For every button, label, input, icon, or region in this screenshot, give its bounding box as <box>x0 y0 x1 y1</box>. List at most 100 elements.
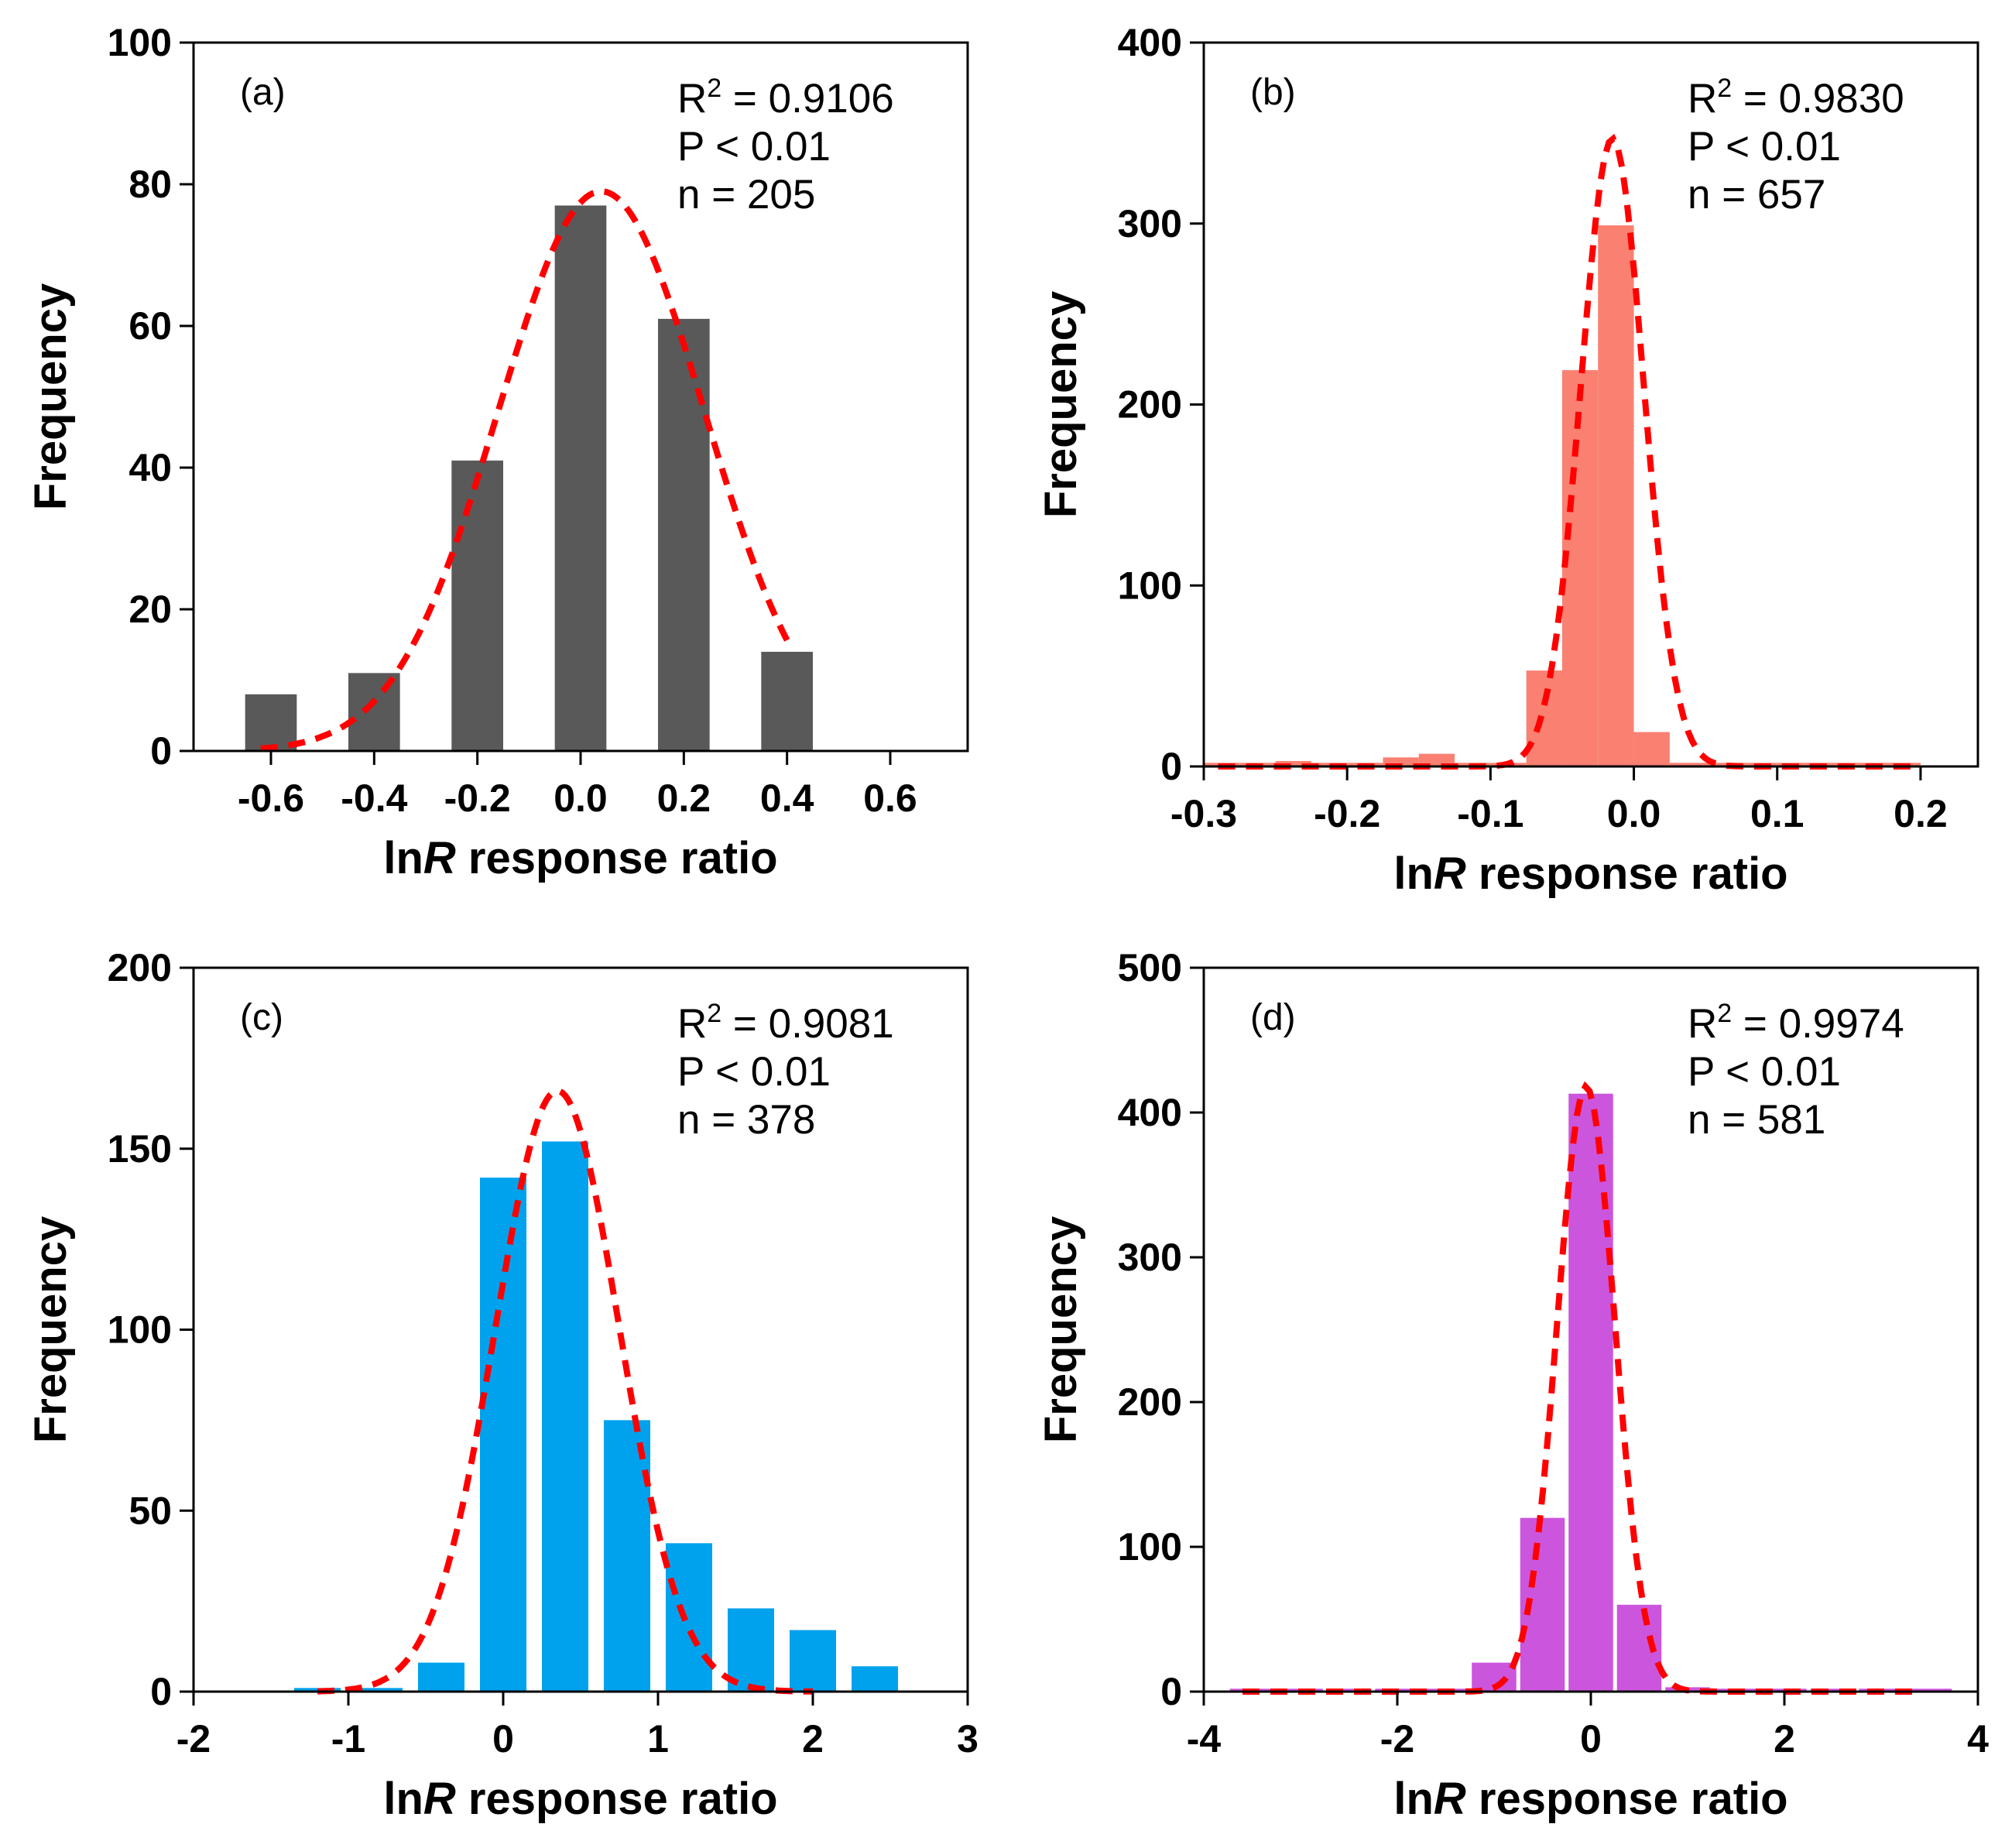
x-tick-label-c-4: 2 <box>802 1717 824 1761</box>
y-tick-label-d-2: 200 <box>1118 1380 1182 1424</box>
sample-size-b: n = 657 <box>1688 172 1825 218</box>
y-tick-label-c-2: 100 <box>108 1308 172 1352</box>
x-axis-title-d: lnR response ratio <box>1393 1774 1787 1824</box>
bar-a-1 <box>348 673 400 751</box>
bar-b-13 <box>1669 763 1706 766</box>
x-axis-title-suffix: response ratio <box>1466 1774 1788 1824</box>
bar-d-7 <box>1568 1093 1613 1692</box>
r-squared-value: = 0.9830 <box>1732 76 1904 122</box>
x-tick-label-c-0: -2 <box>177 1717 211 1761</box>
x-tick-label-d-4: 4 <box>1967 1717 1989 1761</box>
sample-size-a: n = 205 <box>677 172 815 218</box>
y-tick-label-d-4: 400 <box>1118 1091 1182 1134</box>
bar-b-9 <box>1526 670 1562 766</box>
r-squared-value: = 0.9974 <box>1732 1001 1904 1047</box>
bar-a-2 <box>451 460 503 751</box>
y-tick-label-a-1: 20 <box>129 588 172 631</box>
bar-c-9 <box>852 1666 898 1692</box>
x-tick-label-b-4: 0.1 <box>1750 792 1804 835</box>
panel-a: 0 20 40 60 80 100 -0.6 -0.4 -0.2 0.0 0.2 0.4 0.6 lnR … <box>26 21 969 883</box>
r-squared-symbol: R <box>1688 1001 1717 1047</box>
fit-curve-c <box>317 1088 813 1695</box>
bar-c-4 <box>542 1141 588 1692</box>
r-squared-symbol: R <box>677 76 707 122</box>
p-value-d: P < 0.01 <box>1688 1049 1841 1095</box>
panel-label-a: (a) <box>240 72 286 113</box>
bar-d-2 <box>1326 1689 1372 1692</box>
bar-a-0 <box>245 694 297 751</box>
r-squared-superscript: 2 <box>707 74 721 103</box>
bar-b-14 <box>1705 763 1742 766</box>
x-axis-title-b: lnR response ratio <box>1393 849 1787 899</box>
x-axis-title-c: lnR response ratio <box>383 1774 777 1824</box>
y-tick-label-a-5: 100 <box>108 21 172 64</box>
y-tick-label-d-1: 100 <box>1118 1525 1182 1569</box>
y-tick-label-b-2: 200 <box>1118 383 1182 427</box>
x-tick-label-b-0: -0.3 <box>1170 792 1237 835</box>
y-tick-label-d-5: 500 <box>1118 946 1182 989</box>
bar-c-8 <box>790 1630 836 1692</box>
x-tick-label-a-6: 0.6 <box>863 777 917 820</box>
r-squared-c: R2 = 0.9081 <box>677 999 894 1047</box>
x-tick-label-a-0: -0.6 <box>238 777 304 820</box>
x-tick-label-d-3: 2 <box>1774 1717 1795 1761</box>
x-tick-label-a-1: -0.4 <box>341 777 407 820</box>
x-tick-label-b-2: -0.1 <box>1457 792 1523 835</box>
y-tick-label-a-2: 40 <box>129 446 172 489</box>
y-tick-label-c-4: 200 <box>108 946 172 989</box>
bar-b-12 <box>1633 732 1670 766</box>
x-axis-title-prefix: ln <box>383 1774 423 1824</box>
p-value-b: P < 0.01 <box>1688 124 1841 170</box>
r-squared-a: R2 = 0.9106 <box>677 74 894 122</box>
r-squared-symbol: R <box>1688 76 1717 122</box>
y-tick-label-b-0: 0 <box>1160 745 1182 788</box>
bar-a-4 <box>658 318 710 752</box>
x-tick-label-a-4: 0.2 <box>657 777 711 820</box>
r-squared-d: R2 = 0.9974 <box>1688 999 1904 1047</box>
r-squared-value: = 0.9106 <box>721 76 894 122</box>
r-squared-b: R2 = 0.9830 <box>1688 74 1904 122</box>
bar-c-6 <box>666 1543 712 1692</box>
panel-label-c: (c) <box>240 997 283 1038</box>
x-axis-title-prefix: ln <box>1393 1774 1434 1824</box>
p-value-a: P < 0.01 <box>677 124 831 170</box>
x-tick-label-c-5: 3 <box>957 1717 979 1761</box>
x-axis-title-suffix: response ratio <box>456 833 778 883</box>
r-squared-superscript: 2 <box>1717 74 1732 103</box>
x-axis-title-suffix: response ratio <box>456 1774 778 1824</box>
y-tick-label-d-0: 0 <box>1160 1670 1182 1713</box>
bar-c-5 <box>604 1420 650 1692</box>
r-squared-superscript: 2 <box>1717 999 1732 1028</box>
bar-b-11 <box>1598 225 1634 766</box>
y-tick-label-b-1: 100 <box>1118 564 1182 607</box>
y-axis-title-b: Frequency <box>1036 291 1086 518</box>
x-tick-label-b-3: 0.0 <box>1607 792 1661 835</box>
r-squared-superscript: 2 <box>707 999 721 1028</box>
x-tick-label-d-0: -4 <box>1187 1717 1222 1761</box>
x-tick-label-b-5: 0.2 <box>1894 792 1948 835</box>
y-tick-label-a-4: 80 <box>129 163 172 206</box>
bar-c-2 <box>418 1662 464 1692</box>
x-axis-title-italic: R <box>1434 1774 1466 1824</box>
y-axis-title-d: Frequency <box>1036 1216 1086 1443</box>
x-tick-label-a-5: 0.4 <box>760 777 814 820</box>
x-tick-label-c-2: 0 <box>492 1717 514 1761</box>
x-tick-label-a-3: 0.0 <box>554 777 608 820</box>
bar-a-3 <box>554 205 607 751</box>
y-tick-label-a-0: 0 <box>150 729 172 773</box>
y-tick-label-a-3: 60 <box>129 304 172 348</box>
x-tick-label-a-2: -0.2 <box>444 777 511 820</box>
p-value-c: P < 0.01 <box>677 1049 831 1095</box>
bar-b-2 <box>1275 760 1311 766</box>
fit-curve-a <box>260 188 790 752</box>
bar-b-6 <box>1418 753 1455 766</box>
bar-c-7 <box>728 1608 774 1692</box>
x-axis-title-italic: R <box>423 1774 456 1824</box>
y-tick-label-c-1: 50 <box>129 1489 172 1532</box>
y-tick-label-c-0: 0 <box>150 1670 172 1713</box>
bar-b-10 <box>1561 370 1599 766</box>
x-tick-label-d-2: 0 <box>1580 1717 1602 1761</box>
r-squared-value: = 0.9081 <box>721 1001 894 1047</box>
